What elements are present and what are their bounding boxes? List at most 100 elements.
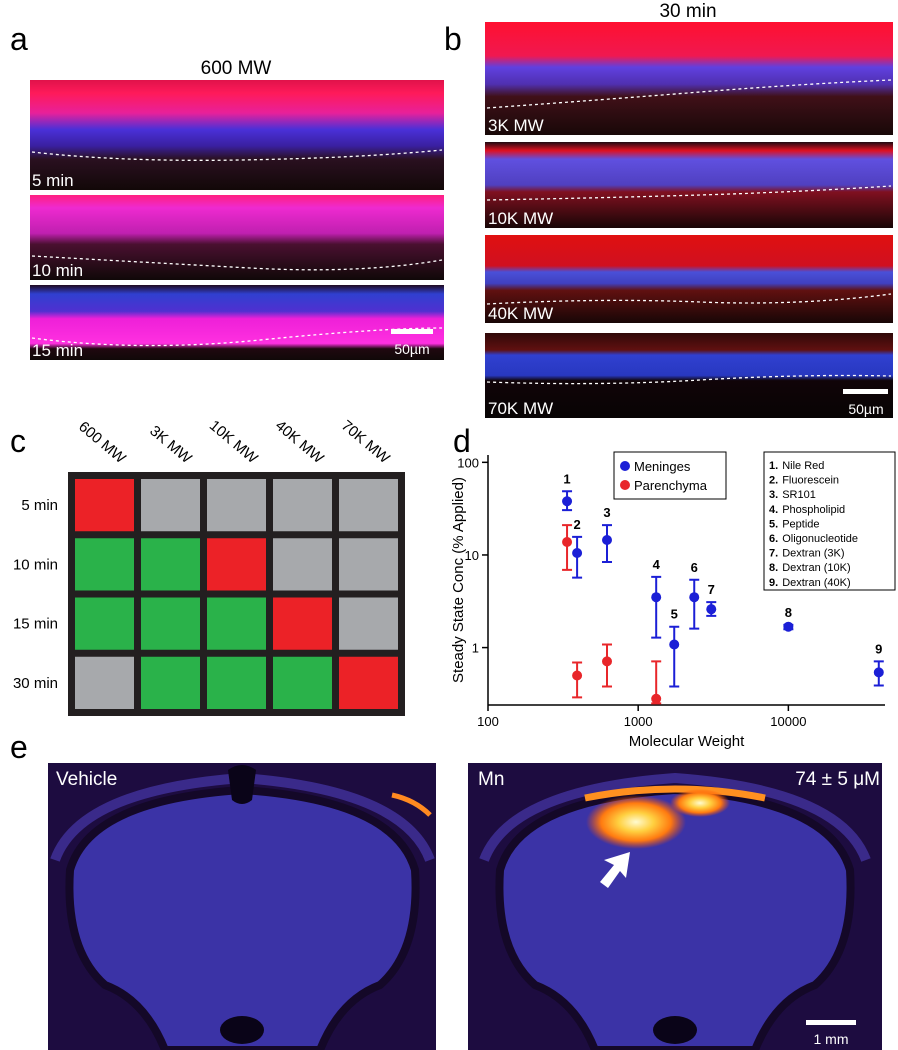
scale-bar-label: 1 mm	[814, 1031, 849, 1047]
key-entry: 1. Nile Red	[769, 460, 824, 472]
data-point	[873, 667, 884, 678]
key-name: Dextran (3K)	[782, 548, 844, 560]
grid-cell	[273, 597, 332, 650]
ventricle	[653, 1016, 697, 1044]
row-label: 5 min	[21, 497, 58, 514]
y-tick-label: 10	[465, 548, 479, 563]
point-label: 7	[708, 582, 715, 597]
data-point	[602, 656, 613, 667]
key-number: 4.	[769, 504, 778, 516]
key-number: 9.	[769, 577, 778, 589]
key-entry: 6. Oligonucleotide	[769, 533, 858, 545]
point-label: 6	[691, 560, 698, 575]
image-label: 15 min	[32, 341, 83, 360]
row-label: 10 min	[13, 556, 58, 573]
x-tick-label: 1000	[624, 714, 653, 729]
image-label: 40K MW	[488, 304, 553, 323]
micrograph	[30, 195, 444, 280]
boundary-line	[486, 293, 892, 305]
grid-cell	[273, 479, 332, 532]
point-label: 8	[785, 605, 792, 620]
grid-cell	[141, 597, 200, 650]
grid-cell	[141, 479, 200, 532]
legend-marker	[620, 480, 630, 490]
scale-bar-label: 50µm	[848, 401, 883, 417]
legend-label: Parenchyma	[634, 478, 708, 493]
data-point	[651, 693, 662, 704]
key-entry: 9. Dextran (40K)	[769, 577, 851, 589]
grid-cell	[273, 656, 332, 709]
key-name: Oligonucleotide	[782, 533, 858, 545]
bright-meninges	[584, 785, 766, 802]
ventricle	[220, 1016, 264, 1044]
x-axis-title: Molecular Weight	[629, 733, 745, 750]
image-label: 5 min	[32, 171, 74, 190]
hotspot	[586, 795, 686, 849]
mri-image	[468, 763, 882, 1050]
key-number: 3.	[769, 489, 778, 501]
micrograph	[30, 80, 444, 190]
panel-letter: e	[10, 729, 28, 765]
image-label: 70K MW	[488, 399, 553, 418]
sinus	[228, 765, 256, 804]
key-name: Dextran (10K)	[782, 562, 850, 574]
data-point	[669, 639, 680, 650]
data-point	[651, 592, 662, 603]
y-tick-label: 1	[472, 641, 479, 656]
key-entry: 4. Phospholipid	[769, 504, 845, 516]
concentration-label: 74 ± 5 μM	[795, 769, 880, 790]
legend-marker	[620, 461, 630, 471]
x-tick-label: 100	[477, 714, 499, 729]
key-number: 6.	[769, 533, 778, 545]
scale-bar	[806, 1020, 856, 1025]
micrograph	[485, 235, 893, 323]
key-name: Fluorescein	[782, 475, 839, 487]
grid-cell	[273, 538, 332, 591]
data-point	[783, 621, 794, 632]
key-name: Dextran (40K)	[782, 577, 850, 589]
legend-box	[613, 451, 727, 500]
key-entry: 2. Fluorescein	[769, 475, 839, 487]
grid-cell	[75, 479, 134, 532]
error-bar	[689, 578, 700, 630]
chart: 1 10 100 100 1000 10000 Molecular Weight Steady…	[450, 451, 896, 750]
micrograph	[485, 142, 893, 228]
key-entry: 8. Dextran (10K)	[769, 562, 851, 574]
status-grid: 600 MW 3K MW 10K MW 40K MW 70K MW 5 min 10 min…	[13, 417, 405, 716]
key-number: 7.	[769, 548, 778, 560]
grid-cell	[207, 597, 266, 650]
key-name: SR101	[782, 489, 816, 501]
point-label: 1	[563, 471, 570, 486]
grid-cell	[207, 538, 266, 591]
key-name: Phospholipid	[782, 504, 845, 516]
legend-label: Meninges	[634, 459, 691, 474]
key-box	[763, 451, 896, 591]
arrow	[600, 852, 630, 888]
boundary-line	[31, 255, 443, 271]
error-bar	[669, 625, 680, 688]
grid-cell	[141, 538, 200, 591]
image-label: Mn	[478, 769, 504, 790]
grid-cell	[207, 656, 266, 709]
point-label: 3	[603, 505, 610, 520]
grid-cell	[75, 538, 134, 591]
data-point	[689, 592, 700, 603]
column-label: 600 MW	[75, 418, 129, 467]
key-name: Nile Red	[782, 460, 824, 472]
key-number: 8.	[769, 562, 778, 574]
grid-cell	[141, 656, 200, 709]
key-entry: 7. Dextran (3K)	[769, 548, 845, 560]
boundary-line	[486, 185, 892, 201]
image-label: 3K MW	[488, 116, 544, 135]
image-label: 10 min	[32, 261, 83, 280]
boundary-line	[486, 374, 892, 385]
data-point	[706, 604, 717, 615]
data-point	[602, 535, 613, 546]
error-bar	[562, 524, 573, 571]
y-tick-label: 100	[457, 455, 479, 470]
grid-cell	[339, 597, 398, 650]
column-label: 10K MW	[206, 417, 262, 468]
bright-edge	[391, 792, 432, 817]
micrograph	[485, 22, 893, 135]
